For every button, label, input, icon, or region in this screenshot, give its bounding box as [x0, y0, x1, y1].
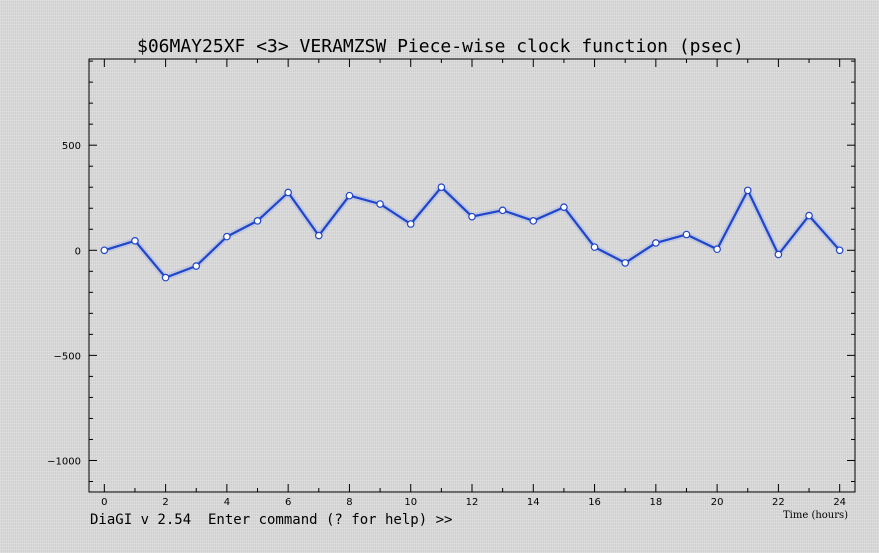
data-point: [774, 250, 783, 259]
data-point: [253, 217, 262, 225]
data-point: [284, 188, 292, 197]
x-tick-label: 18: [649, 497, 662, 508]
axis-ticks: [89, 59, 855, 492]
y-tick-label: −1000: [47, 456, 81, 467]
data-point: [590, 243, 599, 251]
data-point: [345, 191, 354, 200]
x-tick-label: 0: [101, 497, 107, 508]
command-prompt[interactable]: DiaGI v 2.54 Enter command (? for help) …: [90, 512, 453, 528]
x-axis-label: Time (hours): [783, 510, 848, 521]
data-point: [713, 245, 721, 254]
data-point: [314, 231, 323, 240]
x-tick-label: 12: [466, 497, 479, 508]
data-point: [468, 212, 476, 221]
series-layer: [100, 183, 844, 282]
data-point: [498, 206, 507, 215]
data-point: [131, 237, 139, 245]
plot-frame: [88, 58, 856, 493]
data-point: [406, 220, 415, 228]
x-tick-label: 2: [162, 497, 168, 508]
y-tick-label: 500: [62, 141, 81, 152]
x-tick-label: 24: [833, 497, 846, 508]
data-point: [835, 246, 844, 255]
chart-title: $06MAY25XF <3> VERAMZSW Piece-wise clock…: [137, 36, 744, 57]
data-point: [100, 246, 109, 255]
y-tick-label: −500: [54, 351, 81, 362]
series-line: [103, 186, 841, 279]
data-point: [223, 232, 231, 241]
data-point: [376, 200, 384, 208]
x-tick-label: 20: [711, 497, 724, 508]
x-tick-label: 6: [285, 497, 291, 508]
series-line-halo: [103, 184, 842, 281]
data-point: [682, 230, 691, 239]
data-point: [437, 183, 446, 192]
data-point: [743, 186, 752, 195]
x-tick-label: 14: [527, 497, 540, 508]
data-point: [805, 211, 813, 220]
data-point: [621, 259, 630, 267]
x-tick-label: 22: [772, 497, 785, 508]
data-point: [192, 262, 201, 270]
x-tick-label: 8: [346, 497, 352, 508]
y-tick-label: 0: [75, 246, 81, 257]
data-point: [529, 217, 538, 225]
x-tick-label: 4: [224, 497, 230, 508]
data-point: [560, 203, 568, 211]
x-tick-label: 10: [404, 497, 417, 508]
data-point: [652, 239, 660, 247]
data-point: [161, 273, 170, 282]
x-tick-label: 16: [588, 497, 601, 508]
